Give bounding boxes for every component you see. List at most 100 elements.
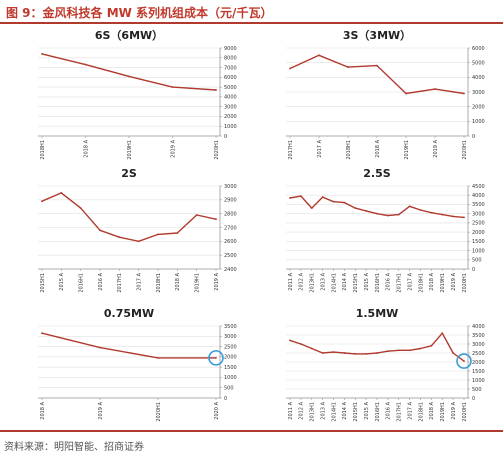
- y-tick-label: 1000: [472, 378, 485, 384]
- data-point: [299, 343, 302, 345]
- x-tick-label: 2019 A: [451, 401, 457, 419]
- y-tick-label: 0: [472, 267, 475, 273]
- x-tick-label: 2016H1: [375, 273, 381, 293]
- data-point: [41, 200, 43, 203]
- data-point: [84, 63, 87, 66]
- x-tick-label: 2013H1: [310, 402, 316, 422]
- x-tick-label: 2016H1: [78, 273, 84, 293]
- y-tick-label: 3000: [472, 211, 485, 217]
- data-point: [441, 213, 444, 216]
- data-point: [215, 89, 217, 91]
- highlight-circle: [208, 350, 224, 366]
- data-point: [397, 213, 400, 216]
- x-tick-label: 2012 A: [299, 272, 305, 290]
- data-point: [128, 75, 130, 78]
- x-tick-label: 2015H1: [40, 273, 46, 293]
- y-tick-label: 8000: [224, 56, 237, 62]
- series-line: [289, 54, 465, 95]
- x-tick-label: 2019H1: [440, 273, 446, 293]
- data-point: [434, 88, 436, 90]
- figure-title: 图 9：金风科技各 MW 系列机组成本（元/千瓦）: [6, 6, 273, 20]
- y-tick-label: 3000: [224, 334, 237, 340]
- y-tick-label: 2700: [224, 225, 237, 231]
- y-tick-label: 1500: [224, 365, 237, 371]
- data-point: [99, 346, 101, 349]
- data-point: [365, 210, 368, 212]
- x-tick-label: 2019 A: [451, 272, 457, 290]
- data-point: [60, 192, 63, 194]
- series-line: [41, 332, 216, 359]
- y-tick-label: 3500: [472, 333, 485, 339]
- x-tick-label: 2019H1: [127, 140, 133, 160]
- chart-svg: 3S（3MW） 0 1000 2000 3000 4000 5000 6000 2017H1 20…: [286, 29, 485, 160]
- top-rule: [0, 22, 503, 24]
- data-point: [430, 211, 433, 214]
- data-point: [343, 201, 346, 204]
- y-tick-label: 0: [472, 134, 475, 140]
- data-point: [321, 196, 324, 198]
- x-tick-label: 2019 A: [214, 272, 220, 290]
- y-tick-label: 3000: [472, 90, 485, 96]
- data-point: [215, 218, 217, 221]
- y-tick-label: 1000: [224, 124, 237, 130]
- x-tick-label: 2019 A: [98, 401, 104, 419]
- chart-panel-2-5s: 2.5S 0 500 1000 1500 2000 2500 3000 3500 4000 4500…: [252, 164, 498, 299]
- data-point: [289, 339, 291, 342]
- x-tick-label: 2018 A: [40, 401, 46, 419]
- data-point: [376, 352, 378, 354]
- x-tick-label: 2011 A: [288, 401, 294, 419]
- x-tick-label: 2015 A: [59, 272, 65, 290]
- y-tick-label: 3000: [224, 104, 237, 110]
- chart-panel-2s: 2S 2400 2500 2600 2700 2800 2900 3000 2015H1 2015…: [4, 164, 250, 299]
- x-tick-label: 2018 A: [175, 272, 181, 290]
- data-point: [463, 216, 465, 219]
- y-tick-label: 1500: [472, 239, 485, 245]
- chart-title: 6S（6MW）: [95, 29, 163, 42]
- chart-svg: 6S（6MW） 0 1000 2000 3000 4000 5000 6000 7000 8000…: [38, 29, 237, 160]
- x-tick-label: 2017H1: [117, 273, 123, 293]
- y-tick-label: 2500: [224, 253, 237, 259]
- x-tick-label: 2017 A: [407, 272, 413, 290]
- data-point: [171, 86, 174, 89]
- data-point: [99, 229, 101, 232]
- y-tick-label: 2000: [472, 360, 485, 366]
- data-point: [386, 214, 389, 217]
- data-point: [347, 66, 349, 68]
- data-point: [79, 207, 82, 210]
- x-tick-label: 2014H1: [331, 273, 337, 293]
- y-tick-label: 2000: [472, 104, 485, 110]
- x-tick-label: 2019 A: [433, 139, 439, 157]
- y-tick-label: 9000: [224, 46, 237, 52]
- data-point: [176, 232, 179, 234]
- chart-title: 2S: [121, 167, 137, 180]
- y-tick-label: 2500: [472, 351, 485, 357]
- x-tick-label: 2018 A: [83, 139, 89, 157]
- series-line: [41, 192, 217, 243]
- data-point: [343, 352, 346, 354]
- x-tick-label: 2019H1: [404, 140, 410, 160]
- x-tick-label: 2011 A: [288, 272, 294, 290]
- data-point: [408, 349, 411, 352]
- x-tick-label: 2013 A: [320, 272, 326, 290]
- x-tick-label: 2014 A: [342, 272, 348, 290]
- y-tick-label: 2400: [224, 267, 237, 273]
- y-tick-label: 500: [224, 386, 234, 392]
- data-point: [289, 197, 291, 199]
- y-tick-label: 4000: [472, 324, 485, 330]
- y-tick-label: 0: [472, 396, 475, 402]
- x-tick-label: 2016 A: [386, 272, 392, 290]
- data-point: [452, 215, 455, 218]
- y-tick-label: 6000: [224, 75, 237, 81]
- y-tick-label: 2000: [224, 114, 237, 120]
- data-point: [376, 64, 378, 67]
- y-tick-label: 3500: [224, 324, 237, 330]
- data-point: [419, 347, 422, 350]
- x-tick-label: 2018H1: [418, 402, 424, 422]
- chart-title: 3S（3MW）: [343, 29, 411, 42]
- data-point: [463, 360, 465, 362]
- x-tick-label: 2020 A: [214, 401, 220, 419]
- x-tick-label: 2015 A: [364, 272, 370, 290]
- y-tick-label: 2600: [224, 239, 237, 245]
- y-tick-label: 2500: [224, 344, 237, 350]
- data-point: [405, 92, 407, 95]
